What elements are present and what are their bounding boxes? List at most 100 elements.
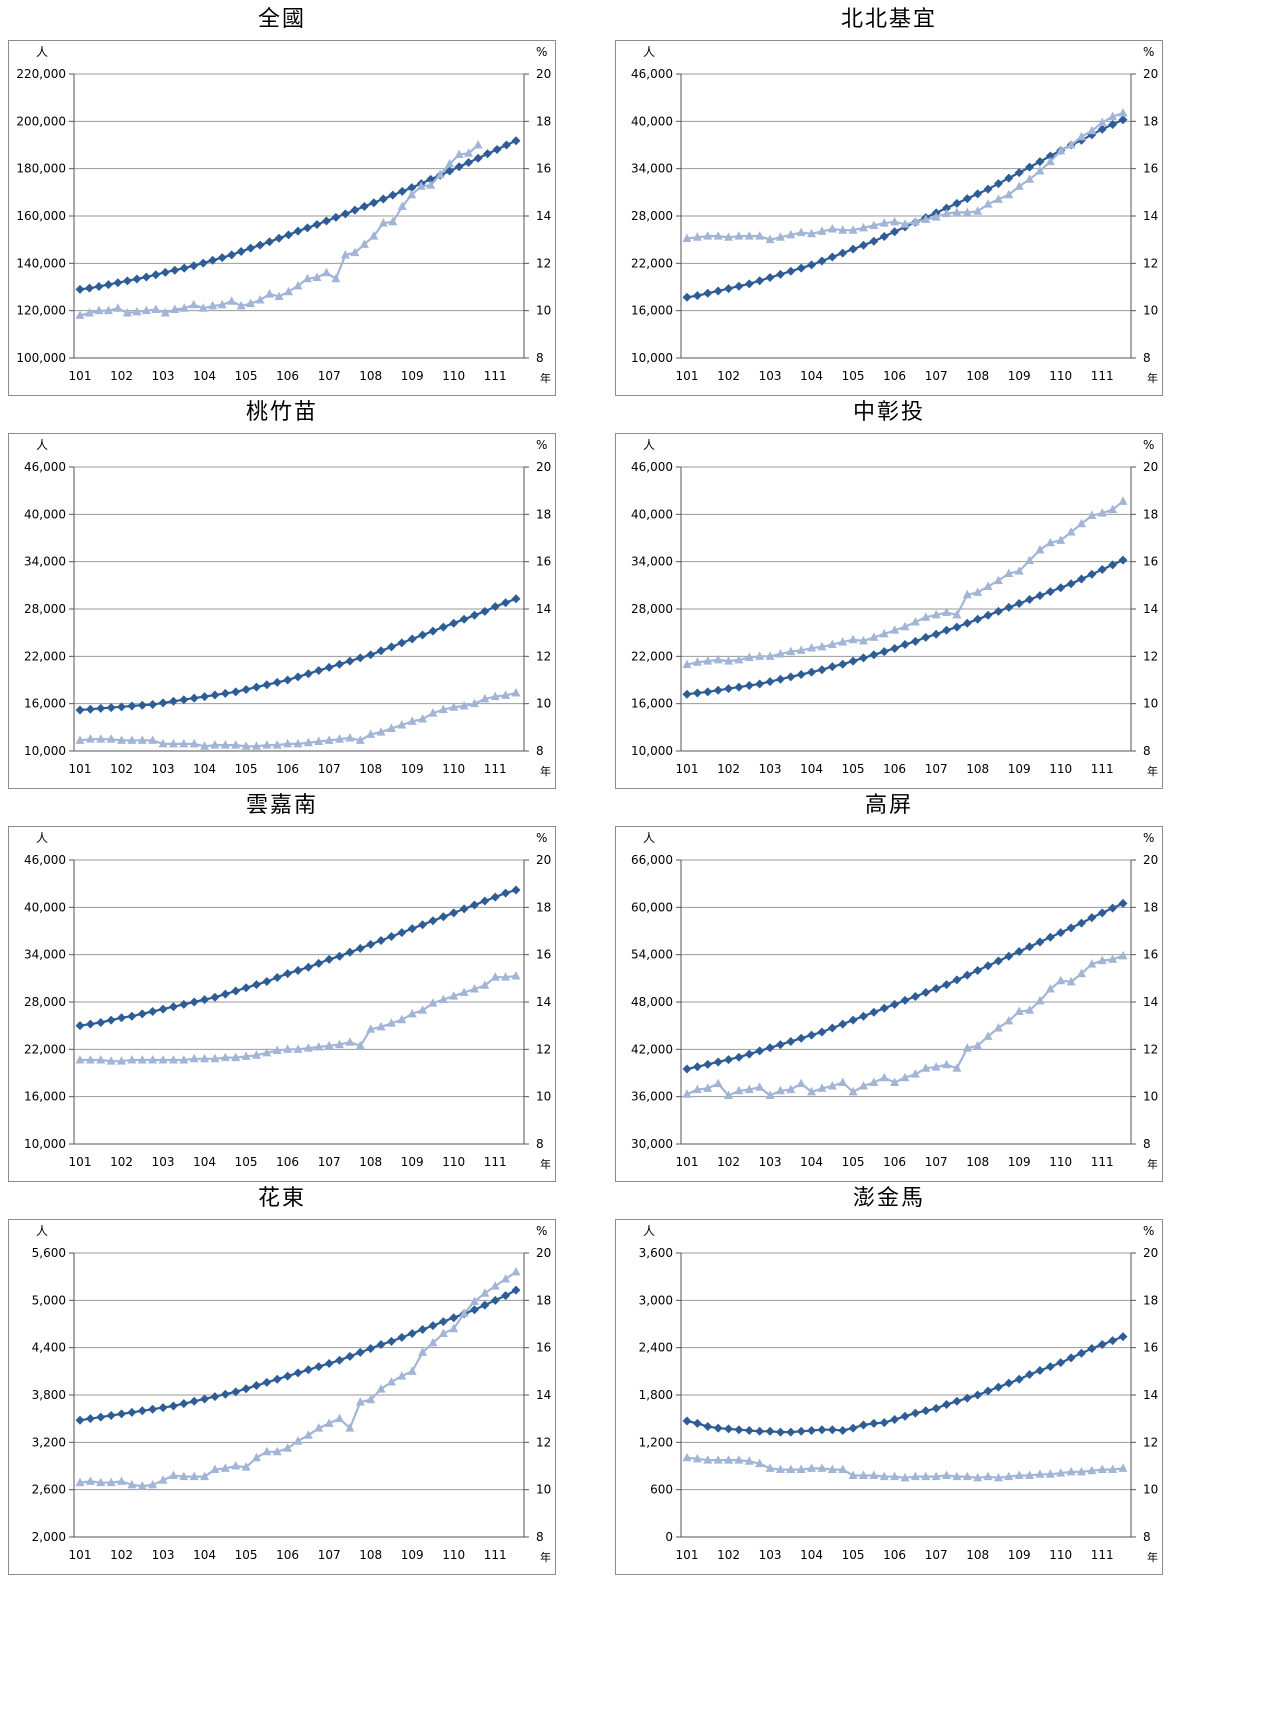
share-point bbox=[117, 1476, 127, 1485]
y-tick-label: 28,000 bbox=[631, 209, 673, 223]
y2-tick-label: 16 bbox=[536, 555, 551, 569]
share-point bbox=[942, 208, 952, 218]
x-tick-label: 101 bbox=[676, 762, 699, 776]
x-tick-label: 102 bbox=[717, 1155, 740, 1169]
count-point bbox=[755, 679, 765, 689]
share-point bbox=[713, 1078, 723, 1088]
count-point bbox=[386, 642, 396, 652]
y-tick-label: 140,000 bbox=[16, 256, 66, 270]
count-point bbox=[220, 1389, 230, 1399]
share-point bbox=[1014, 1006, 1024, 1015]
x-tick-label: 106 bbox=[276, 1155, 299, 1169]
x-tick-label: 105 bbox=[235, 762, 258, 776]
share-point bbox=[210, 1464, 220, 1474]
share-point bbox=[848, 1470, 858, 1479]
count-point bbox=[160, 267, 170, 277]
share-point bbox=[283, 1044, 293, 1053]
count-point bbox=[469, 1305, 479, 1315]
count-point bbox=[407, 634, 417, 644]
count-point bbox=[303, 1365, 313, 1375]
chart-panel: 桃竹苗 10,000 16,000 22,000 28,000 34,000 40,000 4… bbox=[0, 393, 564, 819]
count-point bbox=[910, 636, 920, 646]
count-point bbox=[993, 1382, 1003, 1392]
y-tick-label: 60,000 bbox=[631, 900, 673, 914]
share-point bbox=[848, 225, 858, 234]
y-tick-label: 40,000 bbox=[631, 507, 673, 521]
count-point bbox=[350, 205, 360, 215]
count-point bbox=[1025, 595, 1035, 605]
share-point bbox=[910, 617, 920, 626]
share-point bbox=[376, 1384, 386, 1393]
share-point bbox=[335, 1039, 345, 1049]
share-point bbox=[900, 1472, 910, 1482]
y2-tick-label: 8 bbox=[1143, 1530, 1151, 1544]
count-point bbox=[386, 1336, 396, 1346]
share-point bbox=[744, 231, 754, 240]
y2-tick-label: 10 bbox=[1143, 304, 1158, 318]
count-point bbox=[1076, 918, 1086, 928]
count-point bbox=[900, 995, 910, 1005]
y2-tick-label: 8 bbox=[536, 744, 544, 758]
share-point bbox=[962, 1471, 972, 1481]
y-tick-label: 3,200 bbox=[32, 1435, 66, 1449]
x-tick-label: 110 bbox=[1049, 762, 1072, 776]
share-point bbox=[1025, 1470, 1035, 1479]
count-point bbox=[1014, 168, 1024, 178]
share-point bbox=[113, 303, 123, 312]
x-tick-label: 110 bbox=[1049, 369, 1072, 383]
y2-tick-label: 12 bbox=[1143, 1435, 1158, 1449]
count-point bbox=[293, 672, 303, 682]
count-point bbox=[418, 1325, 428, 1335]
share-point bbox=[724, 1090, 734, 1099]
share-point bbox=[200, 741, 210, 750]
x-tick-label: 110 bbox=[1049, 1548, 1072, 1562]
count-point bbox=[1108, 119, 1118, 129]
share-point bbox=[838, 637, 848, 646]
share-point bbox=[900, 621, 910, 631]
y2-tick-label: 10 bbox=[536, 304, 551, 318]
share-point bbox=[879, 218, 889, 227]
share-point bbox=[703, 656, 713, 665]
right-unit-label: % bbox=[536, 45, 547, 59]
y2-tick-label: 8 bbox=[1143, 1137, 1151, 1151]
share-point bbox=[1066, 527, 1076, 536]
count-point bbox=[480, 896, 490, 906]
share-point bbox=[786, 1464, 796, 1474]
share-point bbox=[1035, 544, 1045, 554]
share-point bbox=[890, 1077, 900, 1086]
share-point bbox=[1066, 1466, 1076, 1476]
count-point bbox=[858, 240, 868, 250]
share-point bbox=[910, 216, 920, 226]
share-point bbox=[1056, 975, 1066, 985]
share-point bbox=[200, 1471, 210, 1481]
count-point bbox=[94, 282, 104, 292]
right-unit-label: % bbox=[536, 831, 547, 845]
count-point bbox=[1066, 923, 1076, 933]
count-point bbox=[817, 1027, 827, 1037]
count-point bbox=[827, 1023, 837, 1033]
count-point bbox=[890, 1414, 900, 1424]
count-point bbox=[1097, 908, 1107, 918]
count-point bbox=[765, 273, 775, 283]
share-point bbox=[158, 1475, 168, 1484]
y2-tick-label: 14 bbox=[536, 1388, 551, 1402]
y-tick-label: 3,800 bbox=[32, 1388, 66, 1402]
count-point bbox=[724, 284, 734, 294]
x-tick-label: 102 bbox=[110, 1548, 133, 1562]
count-point bbox=[807, 1426, 817, 1435]
count-point bbox=[973, 965, 983, 975]
share-point bbox=[838, 1077, 848, 1086]
chart-panel: 高屏 30,000 36,000 42,000 48,000 54,000 60,000 66… bbox=[607, 786, 1171, 1212]
count-point bbox=[127, 1407, 137, 1417]
share-point bbox=[1004, 568, 1014, 577]
share-point bbox=[217, 299, 227, 309]
x-unit-label: 年 bbox=[540, 764, 551, 778]
share-point bbox=[75, 310, 85, 319]
count-point bbox=[993, 956, 1003, 966]
count-point bbox=[869, 236, 879, 246]
count-point bbox=[324, 1358, 334, 1368]
share-point bbox=[1004, 1015, 1014, 1025]
share-point bbox=[122, 308, 132, 317]
count-point bbox=[314, 1362, 324, 1372]
count-point bbox=[1035, 937, 1045, 947]
